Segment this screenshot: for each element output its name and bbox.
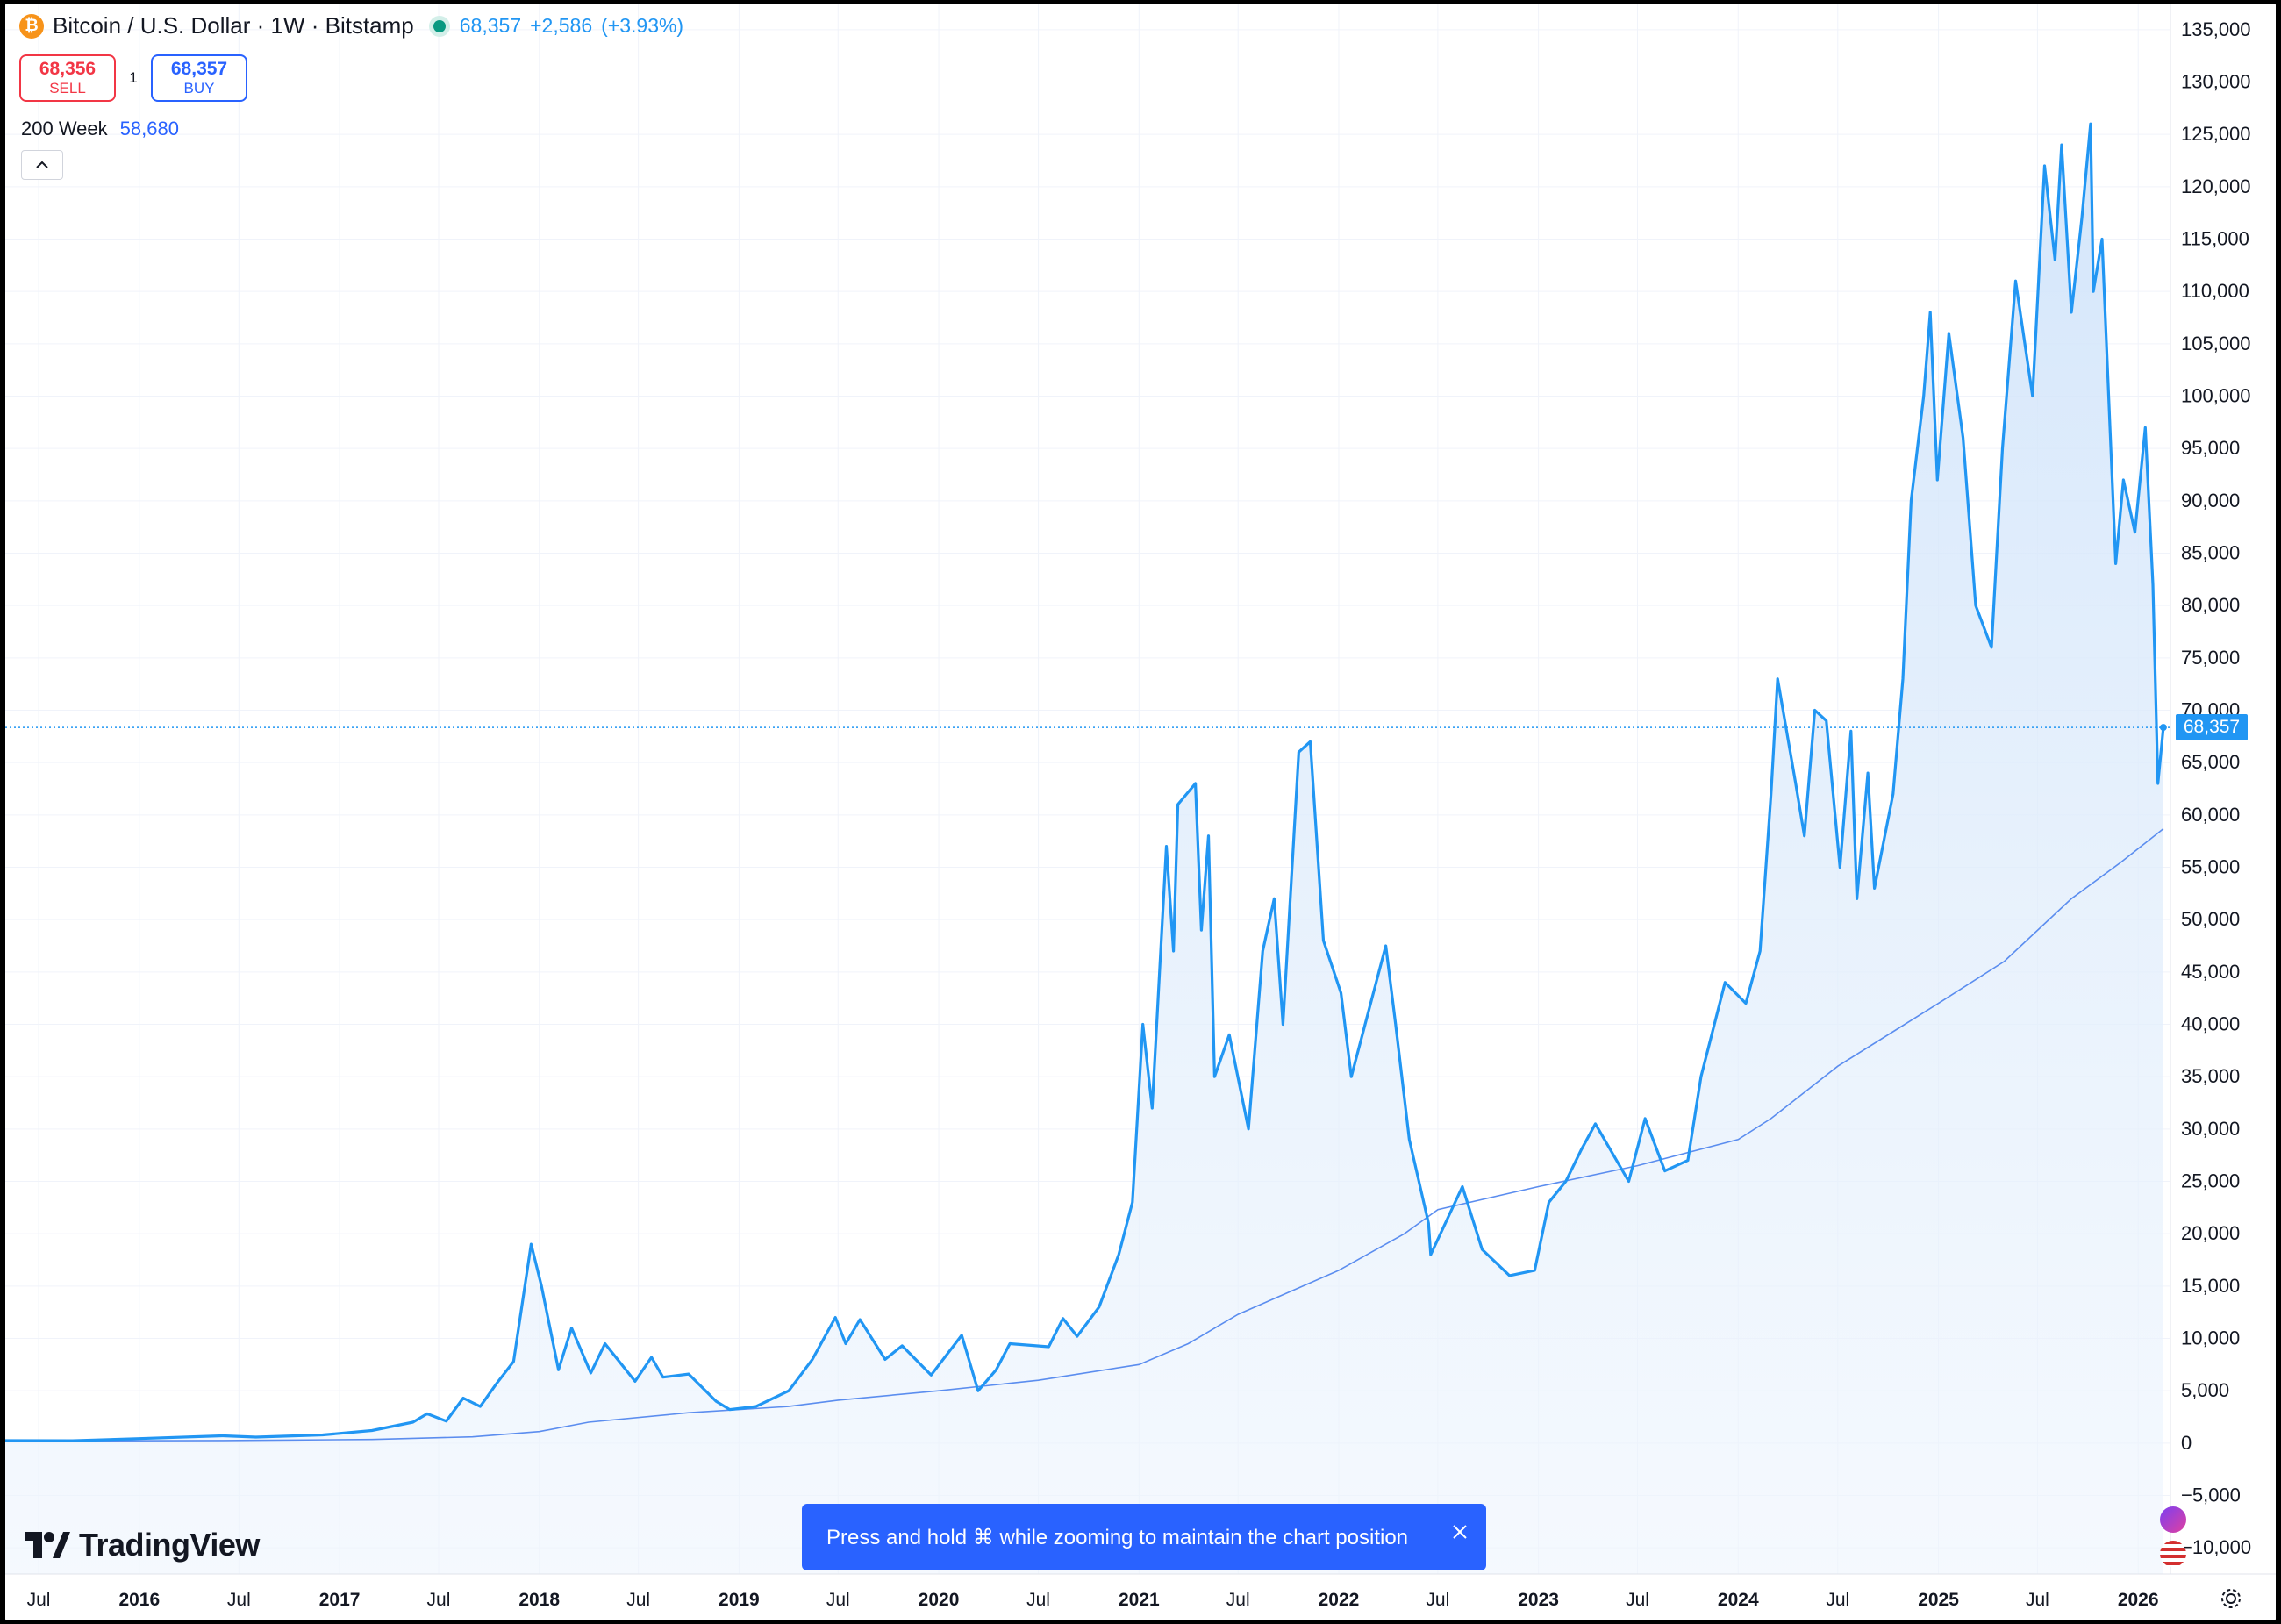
x-tick-label: Jul [427,1590,451,1610]
y-tick-label: 10,000 [2181,1327,2240,1349]
x-tick-label: Jul [626,1590,650,1610]
y-tick-label: 35,000 [2181,1065,2240,1087]
y-tick-label: 80,000 [2181,594,2240,616]
tradingview-logo[interactable]: TradingView [25,1527,260,1563]
price-area-fill [5,124,2163,1575]
indicator-legend[interactable]: 200 Week 58,680 [21,118,179,140]
y-tick-label: 90,000 [2181,490,2240,512]
sell-price: 68,356 [39,59,97,79]
x-tick-label: 2025 [1918,1590,1959,1610]
x-tick-label: Jul [227,1590,251,1610]
trade-buttons: 68,356 SELL 1 68,357 BUY [19,54,247,102]
price-axis[interactable]: 135,000 130,000 125,000 120,000 115,000 110,0… [2181,18,2251,1558]
tradingview-wordmark: TradingView [79,1527,260,1563]
y-tick-label: 95,000 [2181,437,2240,459]
collapse-legend-button[interactable] [21,150,63,180]
x-tick-label: 2020 [919,1590,960,1610]
buy-label: BUY [183,80,215,97]
x-tick-label: 2019 [719,1590,760,1610]
y-tick-label: 75,000 [2181,647,2240,669]
last-price-marker [2159,724,2167,732]
y-tick-label: 45,000 [2181,961,2240,983]
sell-button[interactable]: 68,356 SELL [19,54,116,102]
indicator-value: 58,680 [119,118,179,140]
price-chart[interactable]: 135,000130,000125,000120,000115,000110,0… [5,4,2276,1620]
y-tick-label: −5,000 [2181,1484,2241,1506]
y-tick-label: 25,000 [2181,1170,2240,1192]
x-tick-label: Jul [1826,1590,1849,1610]
x-tick-label: Jul [27,1590,51,1610]
price-line[interactable] [5,122,2165,1442]
price-change-percent: (+3.93%) [601,14,684,37]
y-tick-label: 40,000 [2181,1013,2240,1035]
buy-price: 68,357 [170,59,228,79]
y-tick-label: 55,000 [2181,856,2240,878]
y-tick-label: 115,000 [2181,228,2249,250]
y-tick-label: −10,000 [2181,1536,2251,1558]
x-tick-label: Jul [1426,1590,1449,1610]
y-tick-label: 100,000 [2181,385,2251,407]
y-tick-label: 125,000 [2181,123,2251,145]
last-price: 68,357 [459,14,522,37]
y-tick-label: 60,000 [2181,804,2240,826]
ma-200-week-line [5,827,2164,1442]
x-tick-label: 2021 [1119,1590,1160,1610]
y-tick-label: 110,000 [2181,280,2249,302]
spread-value: 1 [129,69,138,86]
x-tick-label: Jul [1626,1590,1649,1610]
y-tick-label: 65,000 [2181,751,2240,773]
y-tick-label: 50,000 [2181,908,2240,930]
last-price-label: 68,357 [2176,714,2248,741]
x-tick-label: Jul [826,1590,850,1610]
close-icon[interactable] [1451,1520,1469,1546]
sell-label: SELL [49,80,86,97]
x-tick-label: Jul [2026,1590,2049,1610]
us-flag-icon[interactable] [2160,1541,2186,1567]
chart-app: 135,000 130,000 125,000 120,000 115,000 110,0… [5,4,2276,1620]
symbol-legend: ₿ Bitcoin / U.S. Dollar · 1W · Bitstamp … [19,12,683,39]
y-tick-label: 135,000 [2181,18,2251,40]
y-tick-label: 120,000 [2181,175,2251,197]
toast-text: Press and hold ⌘ while zooming to mainta… [826,1525,1409,1549]
x-tick-label: 2016 [118,1590,160,1610]
y-tick-label: 0 [2181,1432,2192,1454]
x-tick-label: 2026 [2118,1590,2159,1610]
x-tick-label: 2022 [1319,1590,1360,1610]
x-tick-label: 2018 [518,1590,560,1610]
indicator-name: 200 Week [21,118,108,140]
zoom-hint-toast: Press and hold ⌘ while zooming to mainta… [802,1504,1486,1570]
ai-assistant-icon[interactable] [2160,1506,2186,1533]
y-tick-label: 15,000 [2181,1275,2240,1297]
price-change: +2,586 [530,14,593,37]
buy-button[interactable]: 68,357 BUY [151,54,247,102]
tradingview-logo-icon [25,1532,70,1558]
y-tick-label: 5,000 [2181,1379,2229,1401]
x-tick-label: 2024 [1718,1590,1759,1610]
x-tick-label: 2017 [319,1590,361,1610]
y-tick-label: 105,000 [2181,333,2251,354]
bitcoin-icon: ₿ [19,13,44,39]
market-open-indicator [433,19,446,32]
gear-icon[interactable] [2220,1587,2242,1616]
symbol-title[interactable]: Bitcoin / U.S. Dollar · 1W · Bitstamp [53,12,414,39]
y-tick-label: 20,000 [2181,1222,2240,1244]
y-tick-label: 130,000 [2181,71,2251,93]
x-tick-label: Jul [1026,1590,1050,1610]
time-axis[interactable]: Jul 2016 Jul 2017 Jul 2018 Jul 2019 Jul 2020 Jul 20… [27,1590,2159,1610]
y-tick-label: 30,000 [2181,1118,2240,1140]
x-tick-label: 2023 [1518,1590,1559,1610]
y-tick-label: 85,000 [2181,542,2240,564]
chevron-up-icon [36,161,48,168]
x-tick-label: Jul [1226,1590,1250,1610]
